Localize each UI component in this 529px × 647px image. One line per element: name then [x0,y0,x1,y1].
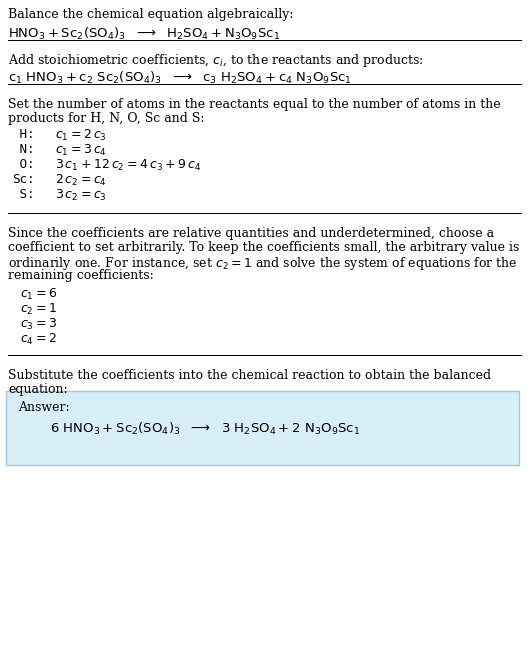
Text: $c_4 = 2$: $c_4 = 2$ [20,332,57,347]
Text: $c_3 = 3$: $c_3 = 3$ [20,317,57,332]
Text: products for H, N, O, Sc and S:: products for H, N, O, Sc and S: [8,112,205,125]
Text: Add stoichiometric coefficients, $c_i$, to the reactants and products:: Add stoichiometric coefficients, $c_i$, … [8,52,424,69]
Text: Sc:: Sc: [12,173,34,186]
Text: equation:: equation: [8,383,68,396]
Text: O:: O: [12,158,34,171]
Text: remaining coefficients:: remaining coefficients: [8,269,154,282]
FancyBboxPatch shape [6,391,519,465]
Text: $\mathrm{c_1 \ HNO_3 + c_2 \ Sc_2(SO_4)_3 \ \ \longrightarrow \ \ c_3 \ H_2SO_4 : $\mathrm{c_1 \ HNO_3 + c_2 \ Sc_2(SO_4)_… [8,70,352,86]
Text: Set the number of atoms in the reactants equal to the number of atoms in the: Set the number of atoms in the reactants… [8,98,500,111]
Text: S:: S: [12,188,34,201]
Text: H:: H: [12,128,34,141]
Text: $\mathrm{HNO_3 + Sc_2(SO_4)_3 \ \ \longrightarrow \ \ H_2SO_4 + N_3O_9Sc_1}$: $\mathrm{HNO_3 + Sc_2(SO_4)_3 \ \ \longr… [8,26,280,42]
Text: $2\,c_2 = c_4$: $2\,c_2 = c_4$ [55,173,107,188]
Text: $3\,c_1 + 12\,c_2 = 4\,c_3 + 9\,c_4$: $3\,c_1 + 12\,c_2 = 4\,c_3 + 9\,c_4$ [55,158,201,173]
Text: ordinarily one. For instance, set $c_2 = 1$ and solve the system of equations fo: ordinarily one. For instance, set $c_2 =… [8,255,518,272]
Text: $c_1 = 6$: $c_1 = 6$ [20,287,57,302]
Text: $c_2 = 1$: $c_2 = 1$ [20,302,57,317]
Text: Answer:: Answer: [18,401,70,414]
Text: $3\,c_2 = c_3$: $3\,c_2 = c_3$ [55,188,107,203]
Text: coefficient to set arbitrarily. To keep the coefficients small, the arbitrary va: coefficient to set arbitrarily. To keep … [8,241,519,254]
Text: $\mathrm{6\ HNO_3 + Sc_2(SO_4)_3 \ \ \longrightarrow \ \ 3\ H_2SO_4 + 2\ N_3O_9S: $\mathrm{6\ HNO_3 + Sc_2(SO_4)_3 \ \ \lo… [50,421,360,437]
Text: Substitute the coefficients into the chemical reaction to obtain the balanced: Substitute the coefficients into the che… [8,369,491,382]
Text: N:: N: [12,143,34,156]
Text: Balance the chemical equation algebraically:: Balance the chemical equation algebraica… [8,8,294,21]
Text: $c_1 = 3\,c_4$: $c_1 = 3\,c_4$ [55,143,107,158]
Text: $c_1 = 2\,c_3$: $c_1 = 2\,c_3$ [55,128,107,143]
Text: Since the coefficients are relative quantities and underdetermined, choose a: Since the coefficients are relative quan… [8,227,494,240]
